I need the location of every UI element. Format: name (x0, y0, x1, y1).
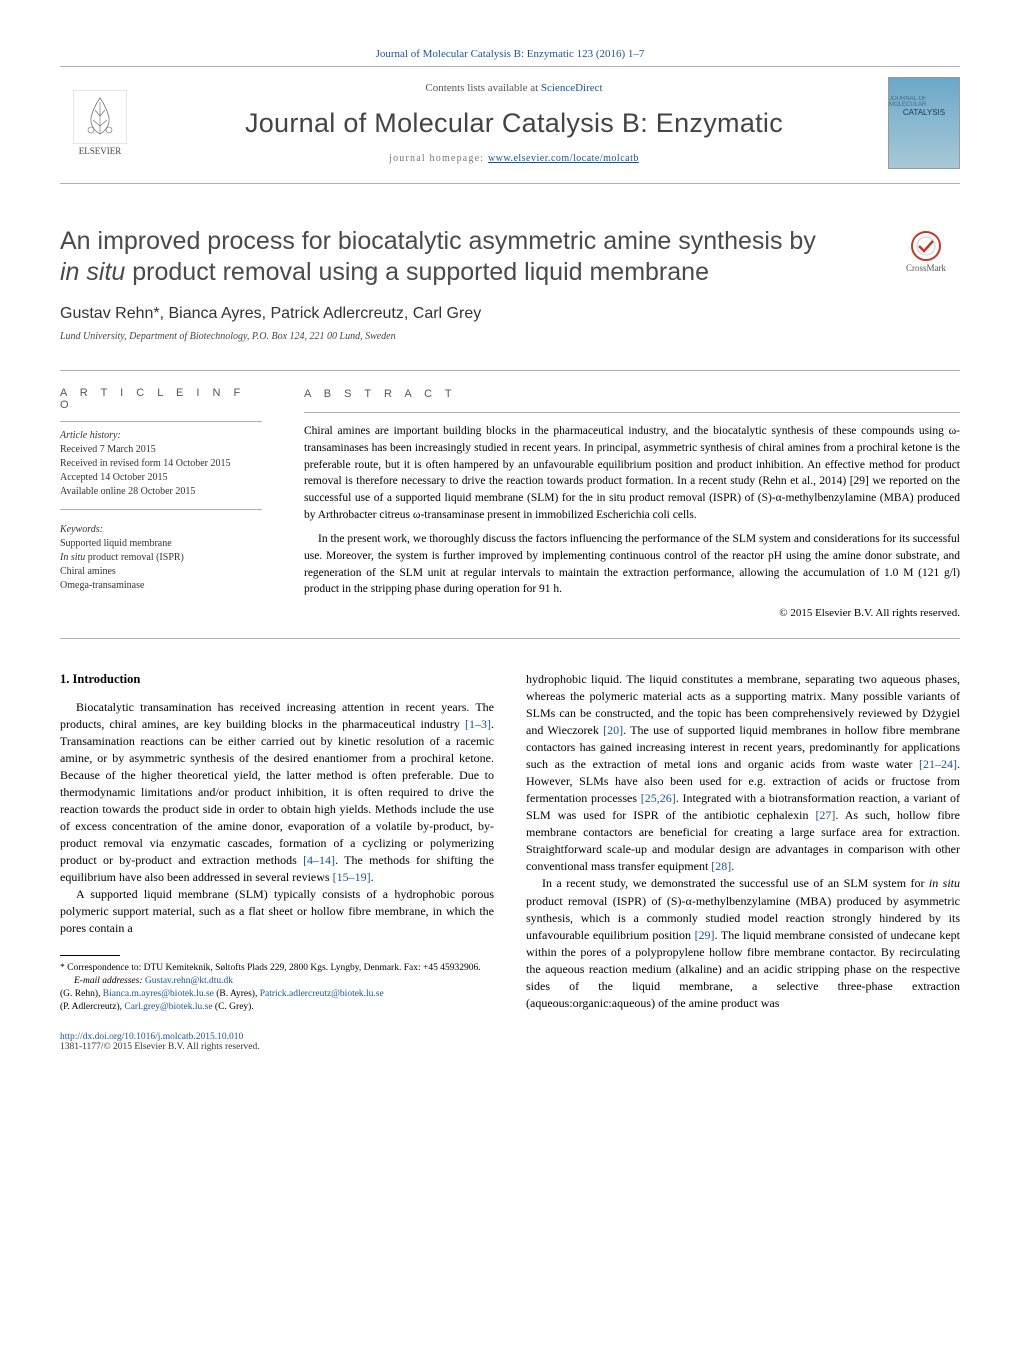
crossmark-badge[interactable]: CrossMark (892, 230, 960, 274)
sciencedirect-link[interactable]: ScienceDirect (541, 82, 603, 94)
keyword-4: Omega-transaminase (60, 579, 262, 593)
issn-copyright: 1381-1177/© 2015 Elsevier B.V. All right… (60, 1042, 260, 1052)
ref-25-26[interactable]: [25,26] (641, 791, 676, 805)
history-accepted: Accepted 14 October 2015 (60, 471, 262, 485)
elsevier-logo: ELSEVIER (60, 83, 140, 163)
crossmark-icon (910, 230, 942, 262)
abstract-paragraph-1: Chiral amines are important building blo… (304, 423, 960, 523)
abstract-copyright: © 2015 Elsevier B.V. All rights reserved… (304, 606, 960, 622)
ayres-name: (B. Ayres), (214, 989, 260, 999)
ref-4-14[interactable]: [4–14] (303, 853, 335, 867)
footnote-separator (60, 955, 120, 956)
page-bottom-info: http://dx.doi.org/10.1016/j.molcatb.2015… (60, 1032, 960, 1052)
email-footnote: E-mail addresses: Gustav.rehn@kt.dtu.dk (60, 975, 494, 988)
authors: Gustav Rehn*, Bianca Ayres, Patrick Adle… (60, 305, 960, 323)
intro-p1b: . Transamination reactions can be either… (60, 717, 494, 867)
article-info-column: A R T I C L E I N F O Article history: R… (60, 371, 280, 639)
col2-p2a: In a recent study, we demonstrated the s… (542, 876, 929, 890)
affiliation: Lund University, Department of Biotechno… (60, 331, 960, 342)
keyword-1: Supported liquid membrane (60, 537, 262, 551)
body-left-column: 1. Introduction Biocatalytic transaminat… (60, 671, 494, 1013)
intro-p1d: . (371, 870, 374, 884)
title-line1: An improved process for biocatalytic asy… (60, 227, 816, 255)
abstract-column: A B S T R A C T Chiral amines are import… (280, 371, 960, 639)
journal-name: Journal of Molecular Catalysis B: Enzyma… (140, 108, 888, 139)
info-rule (60, 421, 262, 422)
journal-header-box: ELSEVIER Contents lists available at Sci… (60, 66, 960, 184)
intro-p1a: Biocatalytic transamination has received… (60, 700, 494, 731)
crossmark-label: CrossMark (906, 263, 946, 273)
ref-21-24[interactable]: [21–24] (919, 757, 957, 771)
ref-15-19[interactable]: [15–19] (333, 870, 371, 884)
intro-paragraph-2: A supported liquid membrane (SLM) typica… (60, 886, 494, 937)
ref-27[interactable]: [27] (815, 808, 835, 822)
ref-29[interactable]: [29] (695, 928, 715, 942)
history-revised: Received in revised form 14 October 2015 (60, 457, 262, 471)
cover-smalltext: JOURNAL OF MOLECULAR (889, 96, 959, 108)
abstract-label: A B S T R A C T (304, 387, 960, 403)
doi-link[interactable]: http://dx.doi.org/10.1016/j.molcatb.2015… (60, 1032, 243, 1042)
article-info-label: A R T I C L E I N F O (60, 387, 262, 411)
journal-header-citation: Journal of Molecular Catalysis B: Enzyma… (60, 48, 960, 60)
ref-1-3[interactable]: [1–3] (465, 717, 491, 731)
grey-name: (C. Grey). (213, 1002, 254, 1012)
email-ayres[interactable]: Bianca.m.ayres@biotek.lu.se (103, 989, 214, 999)
homepage-label: journal homepage: (389, 153, 488, 164)
history-received: Received 7 March 2015 (60, 443, 262, 457)
rehn-name: (G. Rehn), (60, 989, 103, 999)
journal-cover-thumbnail: JOURNAL OF MOLECULAR CATALYSIS (888, 77, 960, 169)
col2-p2-italic: in situ (929, 876, 960, 890)
email-adler[interactable]: Patrick.adlercreutz@biotek.lu.se (260, 989, 384, 999)
keywords-title: Keywords: (60, 524, 262, 535)
elsevier-label: ELSEVIER (79, 146, 122, 156)
journal-homepage-line: journal homepage: www.elsevier.com/locat… (140, 153, 888, 164)
email-names-line: (G. Rehn), Bianca.m.ayres@biotek.lu.se (… (60, 988, 494, 1001)
ref-28[interactable]: [28] (711, 859, 731, 873)
col2-paragraph-1: hydrophobic liquid. The liquid constitut… (526, 671, 960, 875)
history-title: Article history: (60, 430, 262, 441)
intro-paragraph-1: Biocatalytic transamination has received… (60, 699, 494, 886)
cover-title: CATALYSIS (903, 108, 945, 117)
email-label: E-mail addresses: (74, 976, 145, 986)
article-title: An improved process for biocatalytic asy… (60, 226, 840, 289)
ref-20[interactable]: [20] (603, 723, 623, 737)
contents-text: Contents lists available at (425, 82, 540, 94)
homepage-link[interactable]: www.elsevier.com/locate/molcatb (488, 153, 639, 164)
correspondence-footnote: * Correspondence to: DTU Kemiteknik, Søl… (60, 962, 494, 975)
abstract-rule (304, 412, 960, 413)
keyword-3: Chiral amines (60, 565, 262, 579)
keyword-2: In situ product removal (ISPR) (60, 551, 262, 565)
title-italic: in situ (60, 258, 125, 286)
email-names-line-2: (P. Adlercreutz), Carl.grey@biotek.lu.se… (60, 1001, 494, 1014)
info-rule-2 (60, 509, 262, 510)
col2-paragraph-2: In a recent study, we demonstrated the s… (526, 875, 960, 1011)
history-online: Available online 28 October 2015 (60, 485, 262, 499)
introduction-heading: 1. Introduction (60, 671, 494, 689)
elsevier-tree-icon (73, 90, 127, 144)
header-center: Contents lists available at ScienceDirec… (140, 82, 888, 164)
col2-p1f: . (731, 859, 734, 873)
abstract-paragraph-2: In the present work, we thoroughly discu… (304, 531, 960, 598)
footnotes: * Correspondence to: DTU Kemiteknik, Søl… (60, 962, 494, 1013)
adler-name: (P. Adlercreutz), (60, 1002, 124, 1012)
body-right-column: hydrophobic liquid. The liquid constitut… (526, 671, 960, 1013)
email-rehn[interactable]: Gustav.rehn@kt.dtu.dk (145, 976, 233, 986)
contents-available-line: Contents lists available at ScienceDirec… (140, 82, 888, 94)
title-line2: product removal using a supported liquid… (125, 258, 709, 286)
email-grey[interactable]: Carl.grey@biotek.lu.se (124, 1002, 212, 1012)
